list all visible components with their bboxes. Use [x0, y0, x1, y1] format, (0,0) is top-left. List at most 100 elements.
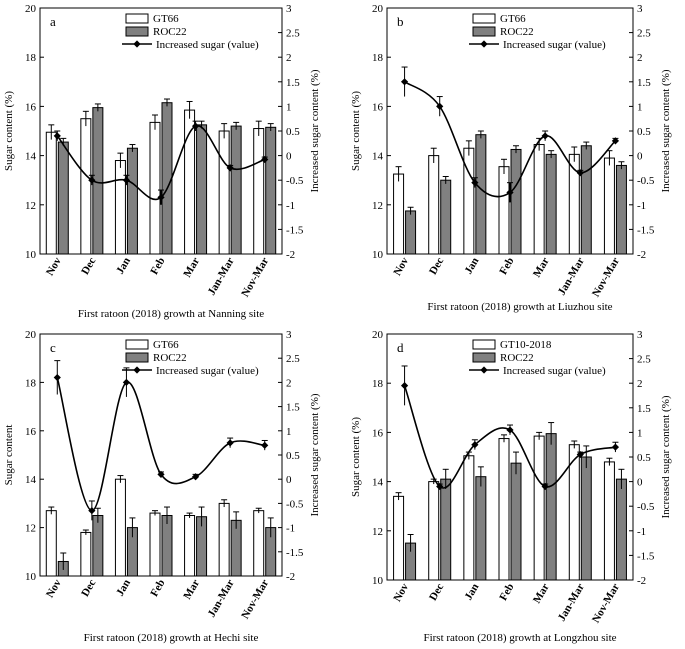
panel-caption: First ratoon (2018) growth at Longzhou s…	[423, 632, 616, 644]
bar-roc22	[196, 124, 208, 255]
left-tick-label: 20	[25, 3, 37, 15]
line-point	[191, 122, 200, 130]
left-tick-label: 18	[25, 52, 37, 64]
right-tick-label: 3	[637, 329, 643, 341]
left-tick-label: 16	[372, 101, 384, 113]
line-point	[576, 169, 584, 177]
legend-label: GT66	[153, 339, 179, 351]
legend-swatch	[125, 352, 149, 363]
line-point	[226, 164, 234, 172]
right-tick-label: 0	[286, 474, 292, 486]
category-label: Feb	[148, 256, 167, 277]
y2-axis-title: Increased sugar content (%)	[660, 395, 672, 518]
line-point	[191, 473, 200, 481]
left-tick-label: 16	[25, 426, 37, 438]
left-tick-label: 16	[372, 427, 384, 439]
bar-first	[114, 478, 126, 577]
right-tick-label: 0.5	[286, 450, 300, 462]
right-tick-label: 2	[286, 52, 292, 64]
bar-first	[498, 438, 510, 581]
category-label: Nov-Mar	[239, 577, 271, 621]
right-tick-label: 1.5	[637, 77, 651, 89]
right-tick-label: 2	[637, 52, 643, 64]
legend-line-marker	[133, 366, 141, 374]
category-label: Jan-Mar	[556, 581, 587, 623]
bar-first	[603, 157, 615, 255]
line-point	[436, 102, 444, 110]
bar-first	[428, 155, 440, 255]
left-tick-label: 14	[25, 151, 37, 163]
bar-roc22	[92, 515, 104, 577]
right-tick-label: 2.5	[637, 28, 651, 40]
bar-roc22	[161, 102, 173, 255]
panel-caption: First ratoon (2018) growth at Liuzhou si…	[427, 301, 612, 313]
bar-first	[253, 510, 265, 577]
bar-first	[45, 131, 57, 255]
y2-axis-title: Increased sugar content (%)	[309, 393, 321, 516]
legend-label: Increased sugar (value)	[156, 39, 259, 51]
left-tick-label: 12	[25, 523, 36, 535]
left-tick-label: 10	[372, 575, 384, 587]
line-point	[88, 507, 96, 515]
panel-letter: c	[50, 340, 56, 355]
right-tick-label: -2	[286, 571, 295, 583]
right-tick-label: -1.5	[637, 224, 655, 236]
right-tick-label: -0.5	[637, 501, 655, 513]
left-tick-label: 14	[25, 474, 37, 486]
left-tick-label: 14	[372, 151, 384, 163]
left-tick-label: 10	[372, 249, 384, 261]
category-label: Feb	[148, 578, 167, 599]
bar-first	[45, 510, 57, 577]
category-label: Mar	[531, 581, 552, 605]
bar-roc22	[615, 478, 627, 581]
left-tick-label: 14	[372, 477, 384, 489]
category-label: Dec	[79, 255, 98, 276]
panel-letter: a	[50, 14, 56, 29]
bar-first	[149, 512, 161, 577]
right-tick-label: 1	[637, 427, 643, 439]
category-label: Dec	[79, 577, 98, 598]
right-tick-label: -0.5	[286, 498, 304, 510]
left-tick-label: 18	[372, 52, 384, 64]
left-tick-label: 10	[25, 249, 37, 261]
line-point	[261, 155, 269, 164]
left-tick-label: 12	[372, 526, 383, 538]
category-label: Nov	[391, 255, 411, 278]
category-label: Nov	[44, 255, 64, 278]
legend-label: GT10-2018	[500, 339, 552, 351]
bar-first	[393, 173, 405, 255]
right-tick-label: 0.5	[286, 126, 300, 138]
bar-roc22	[545, 153, 557, 255]
category-label: Feb	[497, 582, 516, 603]
line-point	[471, 441, 479, 449]
legend-line-marker	[480, 40, 488, 48]
bar-roc22	[161, 515, 173, 577]
bar-first	[463, 455, 475, 581]
left-tick-label: 16	[25, 101, 37, 113]
left-tick-label: 12	[372, 200, 383, 212]
panel-letter: b	[397, 14, 404, 29]
bar-roc22	[265, 126, 277, 255]
bar-first	[428, 481, 440, 581]
category-label: Nov-Mar	[590, 581, 622, 625]
line-point	[157, 193, 165, 202]
category-label: Jan	[463, 256, 482, 277]
bar-roc22	[545, 433, 557, 581]
bar-roc22	[510, 148, 522, 255]
line-point	[611, 443, 620, 451]
left-tick-label: 20	[372, 3, 384, 15]
legend-label: Increased sugar (value)	[503, 39, 606, 51]
y2-axis-title: Increased sugar content (%)	[309, 69, 321, 192]
right-tick-label: -0.5	[286, 175, 304, 187]
line-point	[157, 470, 165, 478]
line-point	[541, 132, 549, 140]
panel-caption: First ratoon (2018) growth at Hechi site	[84, 632, 259, 644]
bar-roc22	[580, 145, 592, 255]
right-tick-label: -1.5	[637, 550, 655, 562]
category-label: Nov	[44, 577, 64, 600]
category-label: Jan	[114, 578, 133, 599]
line-point	[541, 482, 549, 491]
legend-swatch	[472, 13, 496, 24]
legend-line-marker	[133, 40, 141, 48]
bar-roc22	[580, 456, 592, 581]
